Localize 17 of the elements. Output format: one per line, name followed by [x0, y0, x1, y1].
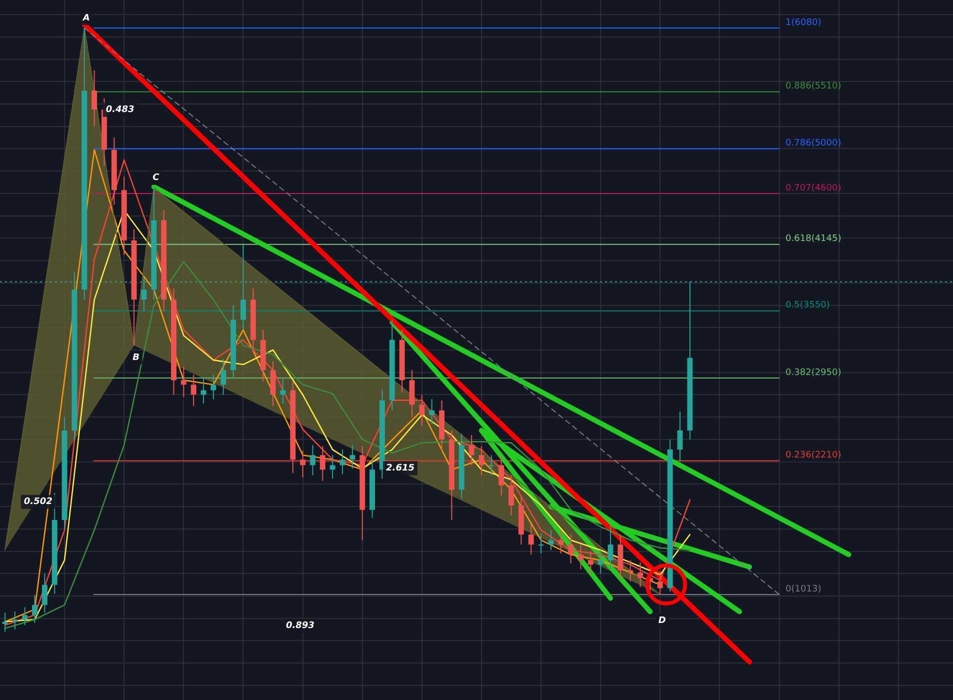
annotation: 0.893 — [286, 621, 314, 632]
annotation: 0.483 — [106, 105, 134, 116]
annotation: D — [658, 616, 666, 626]
ref-line-label: 0.886(5510) — [786, 82, 842, 92]
ref-line-label: 0.236(2210) — [786, 450, 842, 461]
annotation: B — [132, 352, 140, 363]
ref-line-label: 0.5(3550) — [786, 300, 830, 311]
ref-line-label: 0.707(4600) — [786, 183, 842, 194]
ref-line-label: 0.786(5000) — [786, 138, 842, 149]
annotation: 2.615 — [386, 464, 414, 474]
annotation: A — [82, 13, 90, 24]
ref-line-label: 0(1013) — [786, 584, 822, 594]
annotation: C — [152, 173, 160, 184]
ref-line-label: 0.618(4145) — [786, 234, 842, 244]
ref-line-label: 1(6080) — [786, 18, 822, 28]
annotation: 0.502 — [24, 497, 52, 508]
ref-line-label: 0.382(2950) — [786, 368, 842, 378]
